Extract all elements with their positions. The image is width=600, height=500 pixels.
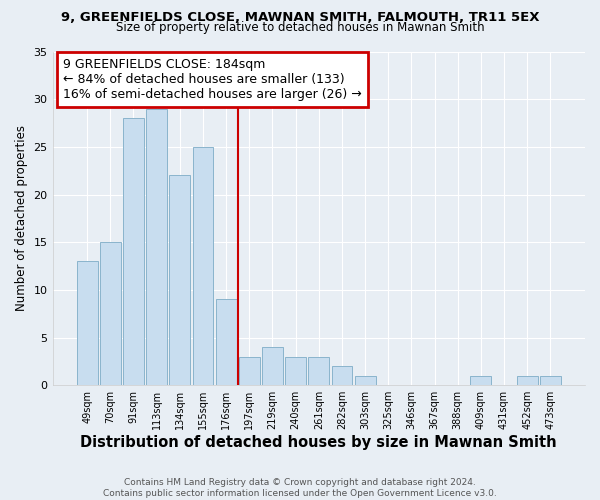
Text: Size of property relative to detached houses in Mawnan Smith: Size of property relative to detached ho… <box>116 21 484 34</box>
Bar <box>169 176 190 385</box>
Bar <box>355 376 376 385</box>
Bar <box>517 376 538 385</box>
Text: Contains HM Land Registry data © Crown copyright and database right 2024.
Contai: Contains HM Land Registry data © Crown c… <box>103 478 497 498</box>
Bar <box>239 356 260 385</box>
Bar <box>100 242 121 385</box>
Bar <box>77 262 98 385</box>
Bar <box>193 147 214 385</box>
Bar <box>262 347 283 385</box>
Bar <box>285 356 306 385</box>
Bar <box>332 366 352 385</box>
X-axis label: Distribution of detached houses by size in Mawnan Smith: Distribution of detached houses by size … <box>80 435 557 450</box>
Bar <box>540 376 561 385</box>
Bar <box>146 108 167 385</box>
Y-axis label: Number of detached properties: Number of detached properties <box>15 126 28 312</box>
Bar <box>308 356 329 385</box>
Text: 9, GREENFIELDS CLOSE, MAWNAN SMITH, FALMOUTH, TR11 5EX: 9, GREENFIELDS CLOSE, MAWNAN SMITH, FALM… <box>61 11 539 24</box>
Text: 9 GREENFIELDS CLOSE: 184sqm
← 84% of detached houses are smaller (133)
16% of se: 9 GREENFIELDS CLOSE: 184sqm ← 84% of det… <box>63 58 362 101</box>
Bar <box>470 376 491 385</box>
Bar <box>216 300 236 385</box>
Bar <box>123 118 144 385</box>
